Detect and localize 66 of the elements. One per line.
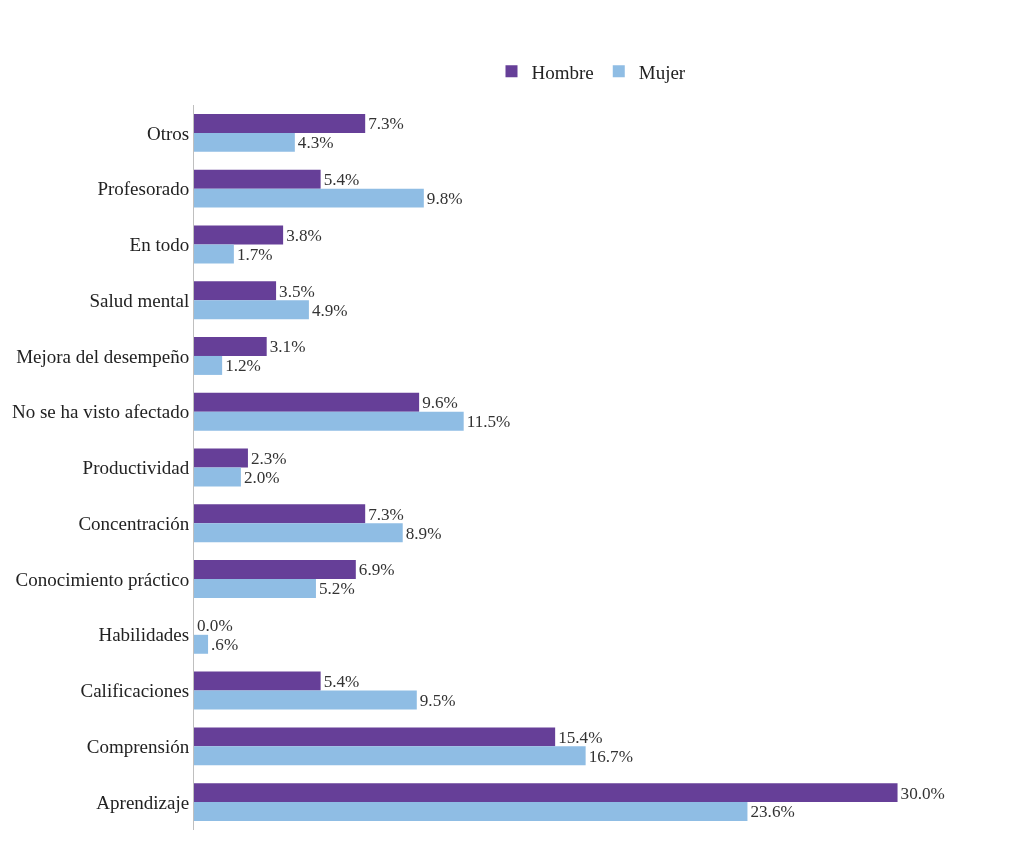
bar <box>194 523 403 543</box>
data-label: 6.9% <box>358 560 395 580</box>
bar <box>194 169 321 189</box>
bar <box>194 448 248 468</box>
data-label: 9.8% <box>426 189 463 209</box>
data-label: 5.4% <box>323 170 360 190</box>
data-label: 23.6% <box>750 802 795 822</box>
bar <box>194 579 316 598</box>
y-tick-label: Profesorado <box>97 178 190 200</box>
data-label: 9.6% <box>422 393 458 413</box>
bar <box>194 560 356 580</box>
y-tick-label: Concentración <box>78 512 190 534</box>
bar <box>194 225 284 245</box>
data-label: 7.3% <box>368 114 404 134</box>
y-tick-label: Salud mental <box>89 289 190 311</box>
legend-label: Hombre <box>531 61 594 83</box>
bar <box>194 671 321 691</box>
data-label: 5.4% <box>323 671 360 691</box>
bar <box>194 690 417 710</box>
data-label: 2.3% <box>250 448 287 468</box>
data-label: 3.1% <box>269 337 306 357</box>
bar <box>194 746 586 766</box>
y-tick-label: No se ha visto afectado <box>11 401 190 423</box>
data-label: 3.5% <box>279 281 315 301</box>
y-tick-label: Conocimiento práctico <box>15 568 190 590</box>
data-label: 8.9% <box>405 523 442 543</box>
bar <box>194 281 277 301</box>
legend-label: Mujer <box>638 61 686 83</box>
data-label: 15.4% <box>558 727 603 747</box>
bar <box>194 504 366 524</box>
data-label: 1.7% <box>236 244 273 264</box>
bar <box>194 337 267 356</box>
y-tick-label: Mejora del desempeño <box>16 345 190 367</box>
data-label: 5.2% <box>318 579 355 599</box>
bar <box>194 802 748 822</box>
y-tick-label: Comprensión <box>86 736 190 757</box>
data-label: 1.2% <box>225 356 261 376</box>
y-tick-label: Calificaciones <box>80 680 190 702</box>
data-label: 7.3% <box>368 504 404 524</box>
data-label: 4.9% <box>311 300 348 320</box>
y-tick-label: En todo <box>129 234 190 256</box>
bar <box>194 355 223 375</box>
data-label: .6% <box>211 635 239 655</box>
y-tick-label: Habilidades <box>98 624 190 646</box>
bar <box>194 727 556 747</box>
bar <box>194 300 309 320</box>
data-label: 9.5% <box>419 690 456 710</box>
bar <box>194 132 295 152</box>
bar <box>194 113 366 133</box>
data-label: 2.0% <box>243 467 280 487</box>
y-tick-label: Otros <box>146 122 190 144</box>
bar <box>194 188 424 208</box>
bar <box>194 467 241 487</box>
data-label: 11.5% <box>466 412 511 432</box>
bar <box>194 783 898 803</box>
data-label: 30.0% <box>900 783 945 803</box>
data-label: 0.0% <box>197 616 233 636</box>
bar <box>194 634 209 654</box>
y-tick-label: Productividad <box>82 457 190 479</box>
data-label: 3.8% <box>286 225 322 245</box>
y-tick-label: Aprendizaje <box>96 791 190 813</box>
bar <box>194 411 464 431</box>
data-label: 16.7% <box>588 746 633 766</box>
bar <box>194 244 234 264</box>
bar <box>194 392 420 412</box>
data-label: 4.3% <box>297 133 334 153</box>
